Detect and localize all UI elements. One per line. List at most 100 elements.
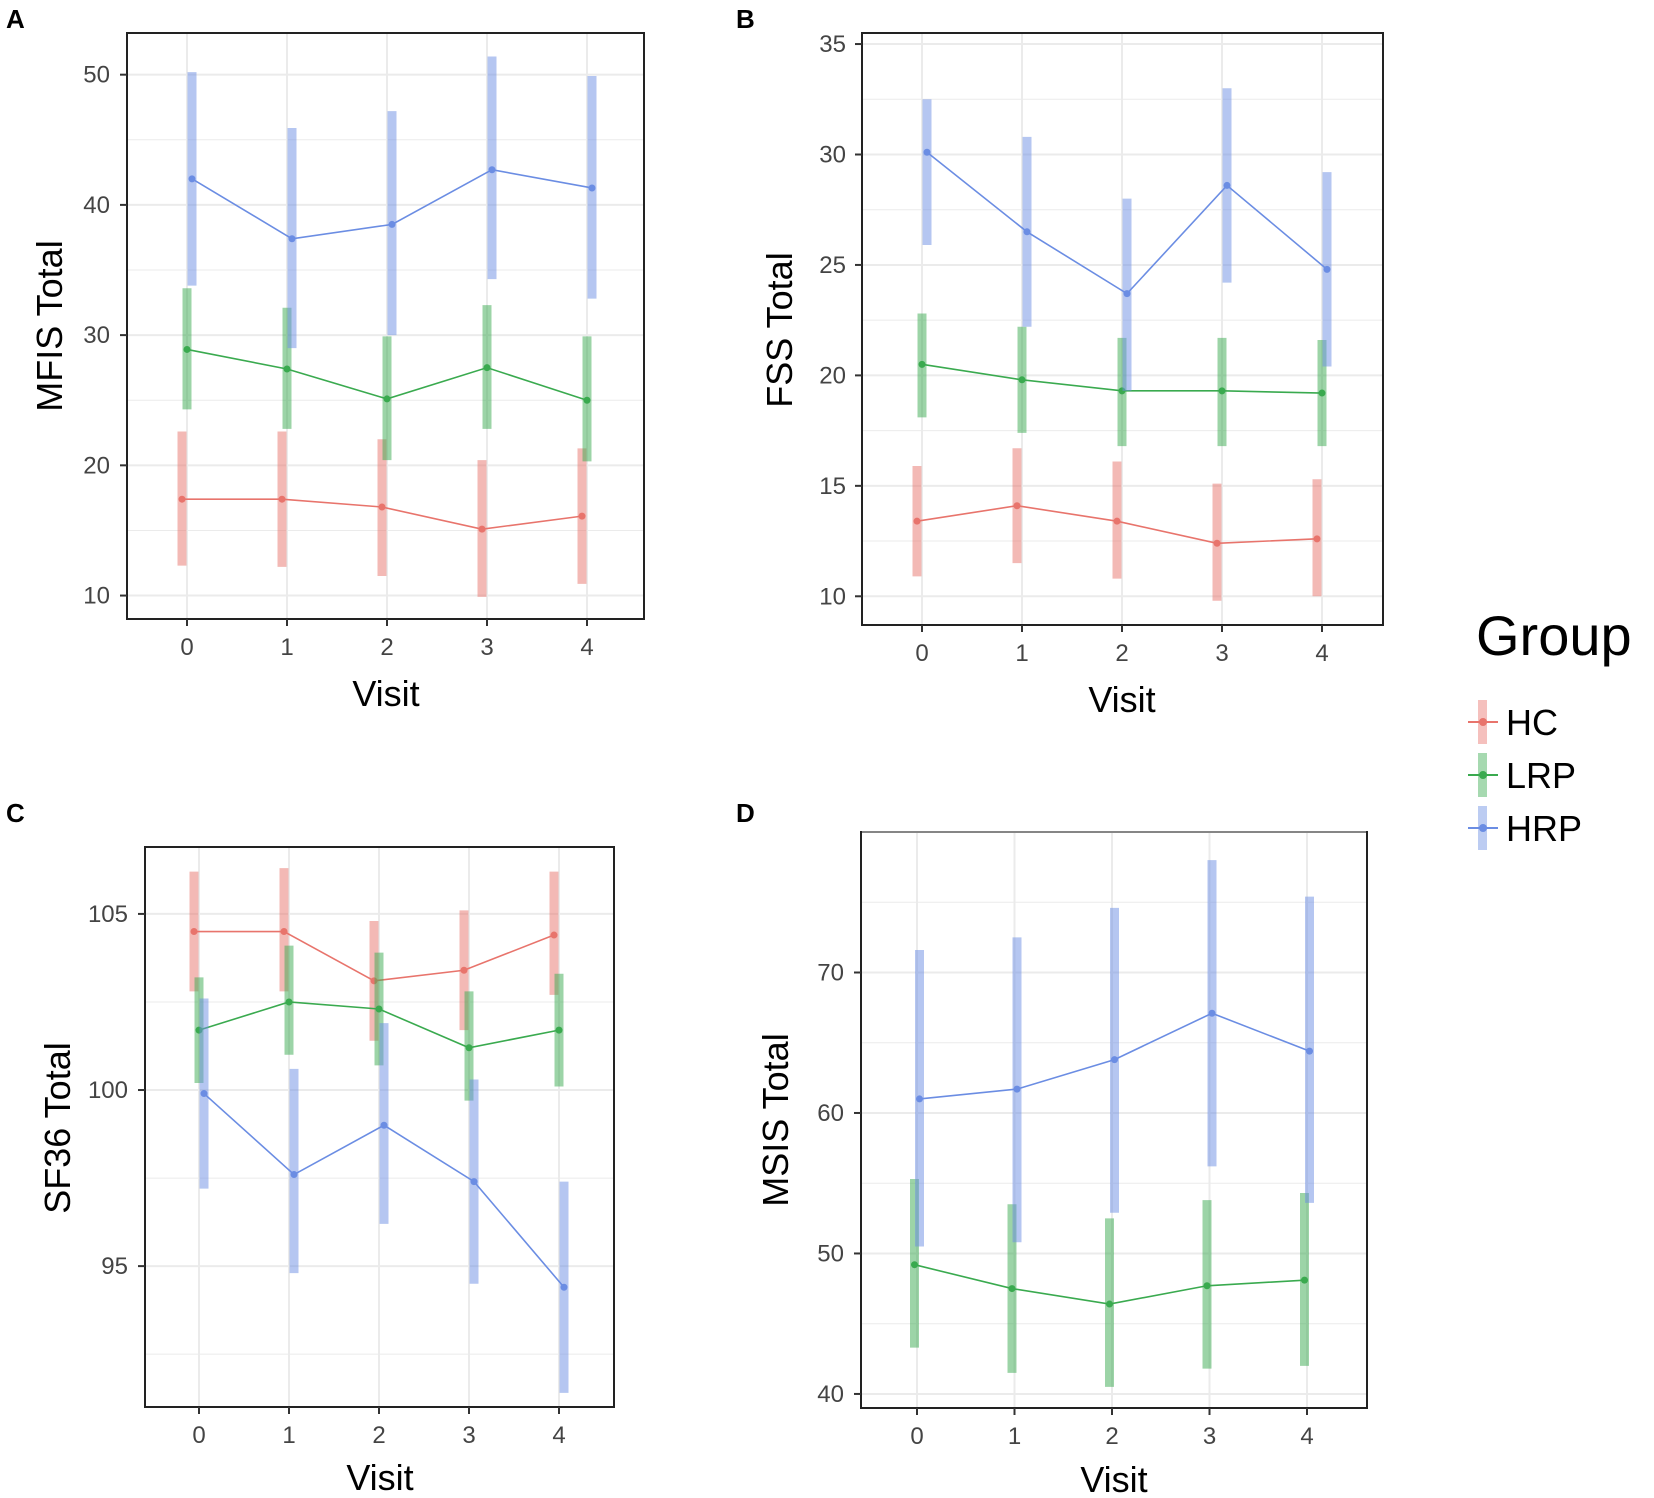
x-tick-label: 1 bbox=[1008, 1423, 1021, 1450]
data-point-hrp bbox=[1123, 290, 1131, 298]
legend-label: HC bbox=[1506, 702, 1558, 743]
data-point-hrp bbox=[923, 148, 931, 156]
legend-item-hc: HC bbox=[1468, 700, 1558, 744]
y-tick-label: 15 bbox=[819, 473, 846, 500]
data-point-hrp bbox=[288, 235, 296, 243]
y-tick-label: 20 bbox=[83, 452, 110, 479]
data-point-hrp bbox=[200, 1090, 208, 1098]
y-tick-label: 105 bbox=[88, 901, 128, 928]
x-tick-label: 0 bbox=[910, 1423, 923, 1450]
legend-title: Group bbox=[1476, 604, 1632, 667]
y-ticks-c: 95 100 105 bbox=[88, 901, 145, 1280]
data-point-hrp bbox=[290, 1171, 298, 1179]
x-tick-label: 2 bbox=[372, 1422, 385, 1449]
x-tick-label: 4 bbox=[552, 1422, 565, 1449]
data-point-hrp bbox=[1111, 1056, 1118, 1064]
data-point-hc bbox=[1213, 539, 1221, 547]
panel-letter-a: A bbox=[6, 4, 25, 34]
x-tick-label: 0 bbox=[192, 1422, 205, 1449]
x-tick-label: 2 bbox=[380, 634, 393, 661]
x-tick-label: 2 bbox=[1105, 1423, 1118, 1450]
x-tick-label: 1 bbox=[1015, 640, 1028, 667]
x-tick-label: 4 bbox=[580, 634, 593, 661]
x-axis-title-d: Visit bbox=[1080, 1459, 1147, 1498]
legend-item-hrp: HRP bbox=[1468, 806, 1582, 850]
data-point-lrp bbox=[1301, 1276, 1308, 1284]
data-point-hrp bbox=[1306, 1047, 1313, 1055]
data-point-lrp bbox=[183, 345, 191, 353]
y-tick-label: 40 bbox=[817, 1381, 844, 1408]
x-tick-label: 4 bbox=[1315, 640, 1328, 667]
y-tick-label: 60 bbox=[817, 1100, 844, 1127]
data-point-lrp bbox=[465, 1044, 473, 1052]
data-point-lrp bbox=[1008, 1285, 1016, 1293]
data-point-lrp bbox=[483, 364, 491, 372]
y-tick-label: 100 bbox=[88, 1077, 128, 1104]
x-tick-label: 1 bbox=[280, 634, 293, 661]
y-tick-label: 25 bbox=[819, 252, 846, 279]
legend-swatch-point bbox=[1479, 824, 1487, 832]
data-point-hrp bbox=[1208, 1009, 1216, 1017]
data-point-hrp bbox=[1023, 228, 1031, 236]
data-point-lrp bbox=[383, 395, 391, 403]
panel-a: A 10 20 30 40 50 0 1 2 3 4 Visit MFIS Total bbox=[6, 4, 645, 714]
y-ticks-a: 10 20 30 40 50 bbox=[83, 62, 127, 610]
y-tick-label: 70 bbox=[817, 959, 844, 986]
y-tick-label: 20 bbox=[819, 362, 846, 389]
y-tick-label: 30 bbox=[819, 141, 846, 168]
legend-item-lrp: LRP bbox=[1468, 753, 1576, 797]
panel-letter-d: D bbox=[736, 798, 755, 828]
x-tick-label: 0 bbox=[915, 640, 928, 667]
data-b bbox=[912, 88, 1332, 601]
data-a bbox=[177, 56, 597, 597]
data-point-hrp bbox=[1013, 1085, 1021, 1093]
x-ticks-d: 0 1 2 3 4 bbox=[910, 1408, 1314, 1450]
y-ticks-d: 40 50 60 70 bbox=[817, 959, 861, 1408]
data-point-hrp bbox=[560, 1283, 568, 1291]
data-point-hc bbox=[378, 503, 386, 511]
data-point-lrp bbox=[1318, 389, 1326, 397]
panel-letter-c: C bbox=[6, 798, 25, 828]
x-axis-title-b: Visit bbox=[1088, 679, 1155, 720]
data-point-lrp bbox=[555, 1026, 563, 1034]
y-axis-title-d: MSIS Total bbox=[755, 1033, 796, 1206]
x-tick-label: 4 bbox=[1300, 1423, 1313, 1450]
y-tick-label: 10 bbox=[819, 583, 846, 610]
panel-d: D 40 50 60 70 0 1 2 3 4 Visit MSIS Total bbox=[736, 798, 1368, 1498]
legend-label: HRP bbox=[1506, 808, 1582, 849]
x-ticks-b: 0 1 2 3 4 bbox=[915, 625, 1329, 667]
data-point-lrp bbox=[1106, 1300, 1113, 1308]
y-tick-label: 35 bbox=[819, 31, 846, 58]
x-axis-title-a: Visit bbox=[352, 673, 419, 714]
data-point-hrp bbox=[470, 1178, 478, 1186]
data-point-lrp bbox=[1018, 376, 1026, 384]
data-point-hc bbox=[478, 525, 486, 533]
data-point-hc bbox=[1313, 535, 1321, 543]
y-ticks-b: 10 15 20 25 30 35 bbox=[819, 31, 862, 610]
legend: Group HC LRP HRP bbox=[1468, 604, 1632, 850]
data-point-lrp bbox=[1203, 1282, 1211, 1290]
data-point-lrp bbox=[911, 1261, 918, 1269]
x-tick-label: 3 bbox=[462, 1422, 475, 1449]
data-point-hc bbox=[178, 495, 186, 503]
legend-items: HC LRP HRP bbox=[1468, 700, 1582, 850]
data-point-lrp bbox=[285, 998, 293, 1006]
data-point-lrp bbox=[583, 396, 591, 404]
data-point-hrp bbox=[488, 166, 496, 174]
x-tick-label: 3 bbox=[1215, 640, 1228, 667]
data-point-hc bbox=[278, 495, 286, 503]
x-tick-label: 3 bbox=[480, 634, 493, 661]
x-ticks-a: 0 1 2 3 4 bbox=[180, 619, 594, 661]
panel-c: C 95 100 105 0 1 2 3 4 Visit SF36 Total bbox=[6, 798, 615, 1498]
y-tick-label: 40 bbox=[83, 192, 110, 219]
y-tick-label: 50 bbox=[817, 1240, 844, 1267]
x-tick-label: 2 bbox=[1115, 640, 1128, 667]
data-c bbox=[189, 868, 569, 1393]
data-point-hrp bbox=[916, 1095, 923, 1103]
data-point-hrp bbox=[380, 1121, 388, 1129]
data-point-lrp bbox=[918, 360, 926, 368]
y-tick-label: 10 bbox=[83, 583, 110, 610]
data-point-hrp bbox=[388, 220, 396, 228]
data-point-hc bbox=[280, 928, 288, 936]
